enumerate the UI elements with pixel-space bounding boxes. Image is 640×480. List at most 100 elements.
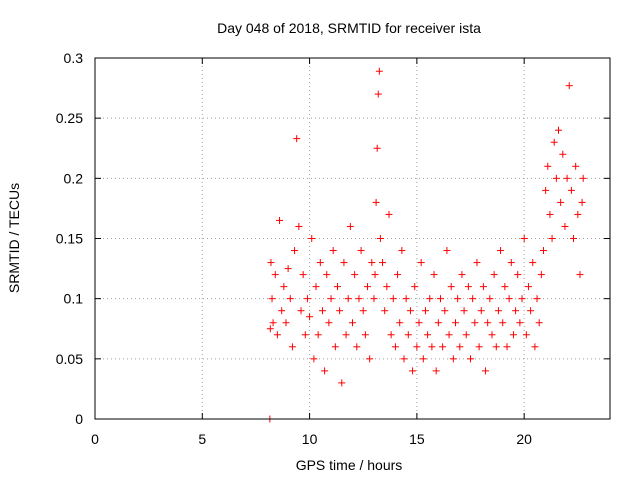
data-point [509,331,517,339]
data-point [473,259,481,267]
x-tick-label: 10 [302,431,318,447]
data-point [291,247,299,255]
data-point [318,307,326,315]
data-point [293,135,301,143]
data-point [370,295,378,303]
data-point [527,307,535,315]
data-point [443,247,451,255]
data-point [306,313,314,321]
data-point [497,247,505,255]
data-point [454,295,462,303]
axis-ticks [94,57,610,420]
data-point [514,271,522,279]
data-point [280,283,288,291]
data-point [524,283,532,291]
data-point [375,67,383,75]
data-point [404,331,412,339]
y-tick-label: 0 [75,411,83,427]
data-point [391,343,399,351]
data-point [505,295,513,303]
data-point [368,259,376,267]
data-point [361,331,369,339]
data-point [349,319,356,327]
data-point [501,283,509,291]
data-points [266,67,587,423]
data-point [452,319,459,327]
data-point [295,222,303,230]
data-point [402,295,410,303]
data-point [314,331,322,339]
data-point [327,295,335,303]
data-point [419,355,427,363]
data-point [381,307,389,315]
data-point [490,271,498,279]
data-point [486,295,494,303]
data-point [507,259,515,267]
data-point [409,367,417,375]
data-point [579,174,587,182]
data-point [467,355,475,363]
y-tick-label: 0.2 [64,170,84,186]
data-point [503,343,511,351]
data-point [542,186,550,194]
data-point [512,307,520,315]
data-point [479,283,487,291]
data-point [531,343,539,351]
data-point [351,271,359,279]
data-point [445,331,453,339]
data-point [383,283,391,291]
data-point [312,283,320,291]
data-point [373,144,381,152]
data-point [400,355,408,363]
x-tick-labels: 0 5 10 15 20 [91,431,532,447]
data-point [411,283,419,291]
data-point [284,265,292,273]
data-point [271,271,279,279]
data-point [567,186,575,194]
data-point [346,222,354,230]
data-point [417,259,425,267]
data-point [342,331,350,339]
data-point [460,307,468,315]
data-point [537,271,545,279]
data-point [552,174,560,182]
data-point [278,307,286,315]
data-point [570,235,578,242]
data-point [576,271,584,279]
grid-lines [95,58,610,419]
y-tick-label: 0.05 [56,351,83,367]
y-tick-label: 0.1 [64,291,84,307]
data-point [574,210,582,218]
data-point [565,82,573,90]
data-point [413,343,421,351]
data-point [432,367,440,375]
data-point [464,283,472,291]
data-point [492,343,500,351]
data-point [456,343,464,351]
data-point [520,235,528,242]
data-point [539,247,547,255]
data-point [477,307,485,315]
data-point [353,343,361,351]
data-point [499,319,507,327]
data-point [529,259,537,267]
data-point [572,162,580,170]
data-point [469,295,477,303]
data-point [299,271,307,279]
data-point [374,90,382,98]
data-point [424,331,432,339]
data-point [303,295,311,303]
data-point [336,307,344,315]
data-point [268,295,276,303]
data-point [516,319,524,327]
data-point [385,210,393,218]
data-point [387,331,395,339]
data-point [563,174,571,182]
data-point [286,295,294,303]
data-point [415,319,423,327]
data-point [436,295,444,303]
data-point [276,216,284,224]
data-point [533,295,541,303]
data-point [555,126,562,134]
